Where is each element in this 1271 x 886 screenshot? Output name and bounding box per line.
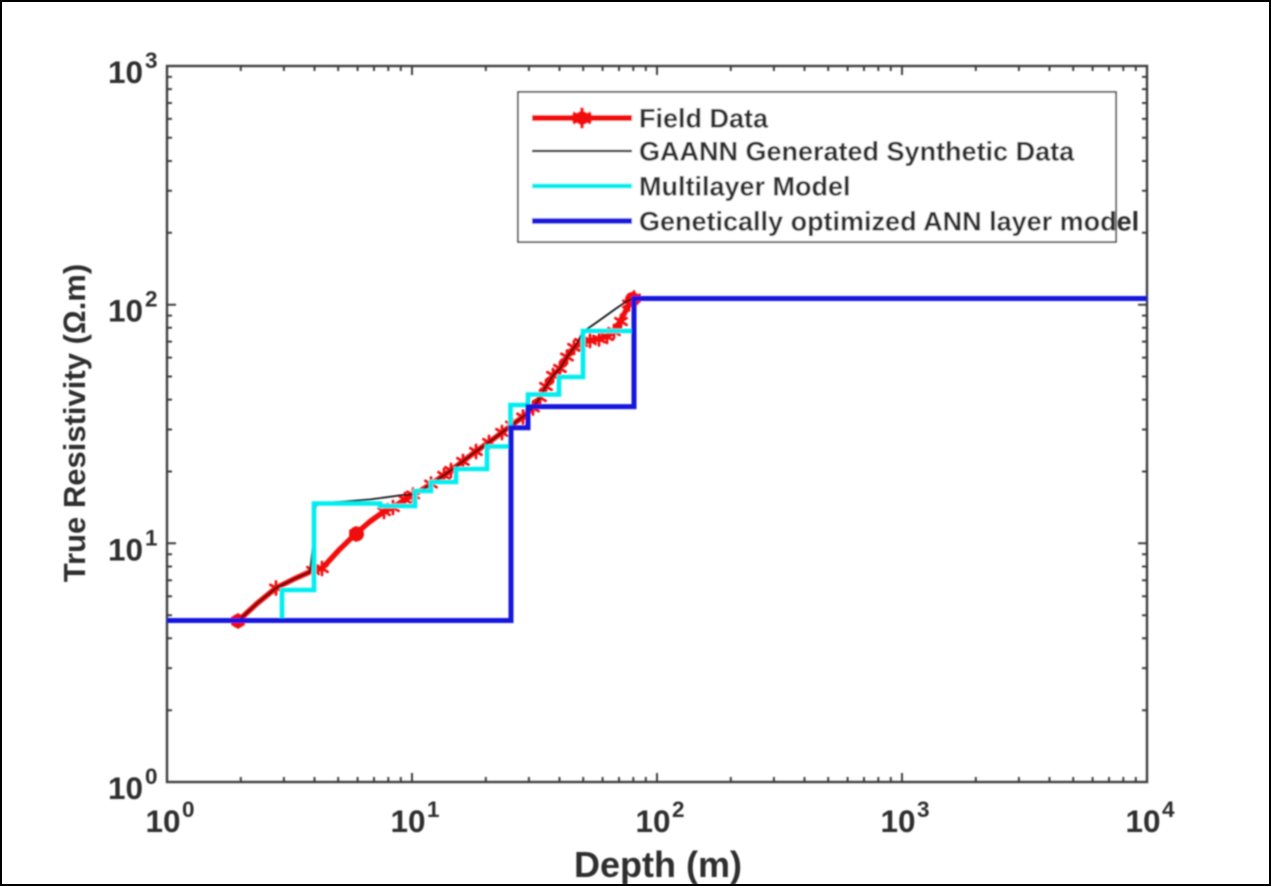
svg-text:10: 10 bbox=[108, 770, 143, 806]
svg-text:10: 10 bbox=[880, 803, 915, 839]
svg-text:Multilayer Model: Multilayer Model bbox=[639, 172, 851, 202]
svg-text:1: 1 bbox=[145, 525, 158, 550]
svg-text:1: 1 bbox=[427, 797, 440, 822]
svg-text:3: 3 bbox=[145, 48, 158, 73]
svg-text:2: 2 bbox=[145, 287, 158, 312]
svg-text:Genetically optimized ANN laye: Genetically optimized ANN layer model bbox=[639, 207, 1139, 237]
svg-text:2: 2 bbox=[672, 797, 685, 822]
svg-text:3: 3 bbox=[917, 797, 930, 822]
svg-text:10: 10 bbox=[108, 54, 143, 90]
svg-text:4: 4 bbox=[1162, 797, 1175, 822]
svg-text:0: 0 bbox=[145, 764, 158, 789]
svg-text:10: 10 bbox=[108, 531, 143, 567]
svg-text:10: 10 bbox=[1125, 803, 1160, 839]
svg-text:10: 10 bbox=[145, 803, 180, 839]
svg-text:10: 10 bbox=[390, 803, 425, 839]
svg-text:Depth (m): Depth (m) bbox=[574, 844, 742, 885]
svg-text:Field Data: Field Data bbox=[639, 104, 769, 134]
svg-text:True Resistivity (Ω.m): True Resistivity (Ω.m) bbox=[57, 264, 92, 582]
svg-text:0: 0 bbox=[182, 797, 195, 822]
svg-text:10: 10 bbox=[635, 803, 670, 839]
svg-text:10: 10 bbox=[108, 293, 143, 329]
svg-text:GAANN Generated Synthetic Data: GAANN Generated Synthetic Data bbox=[639, 137, 1075, 167]
